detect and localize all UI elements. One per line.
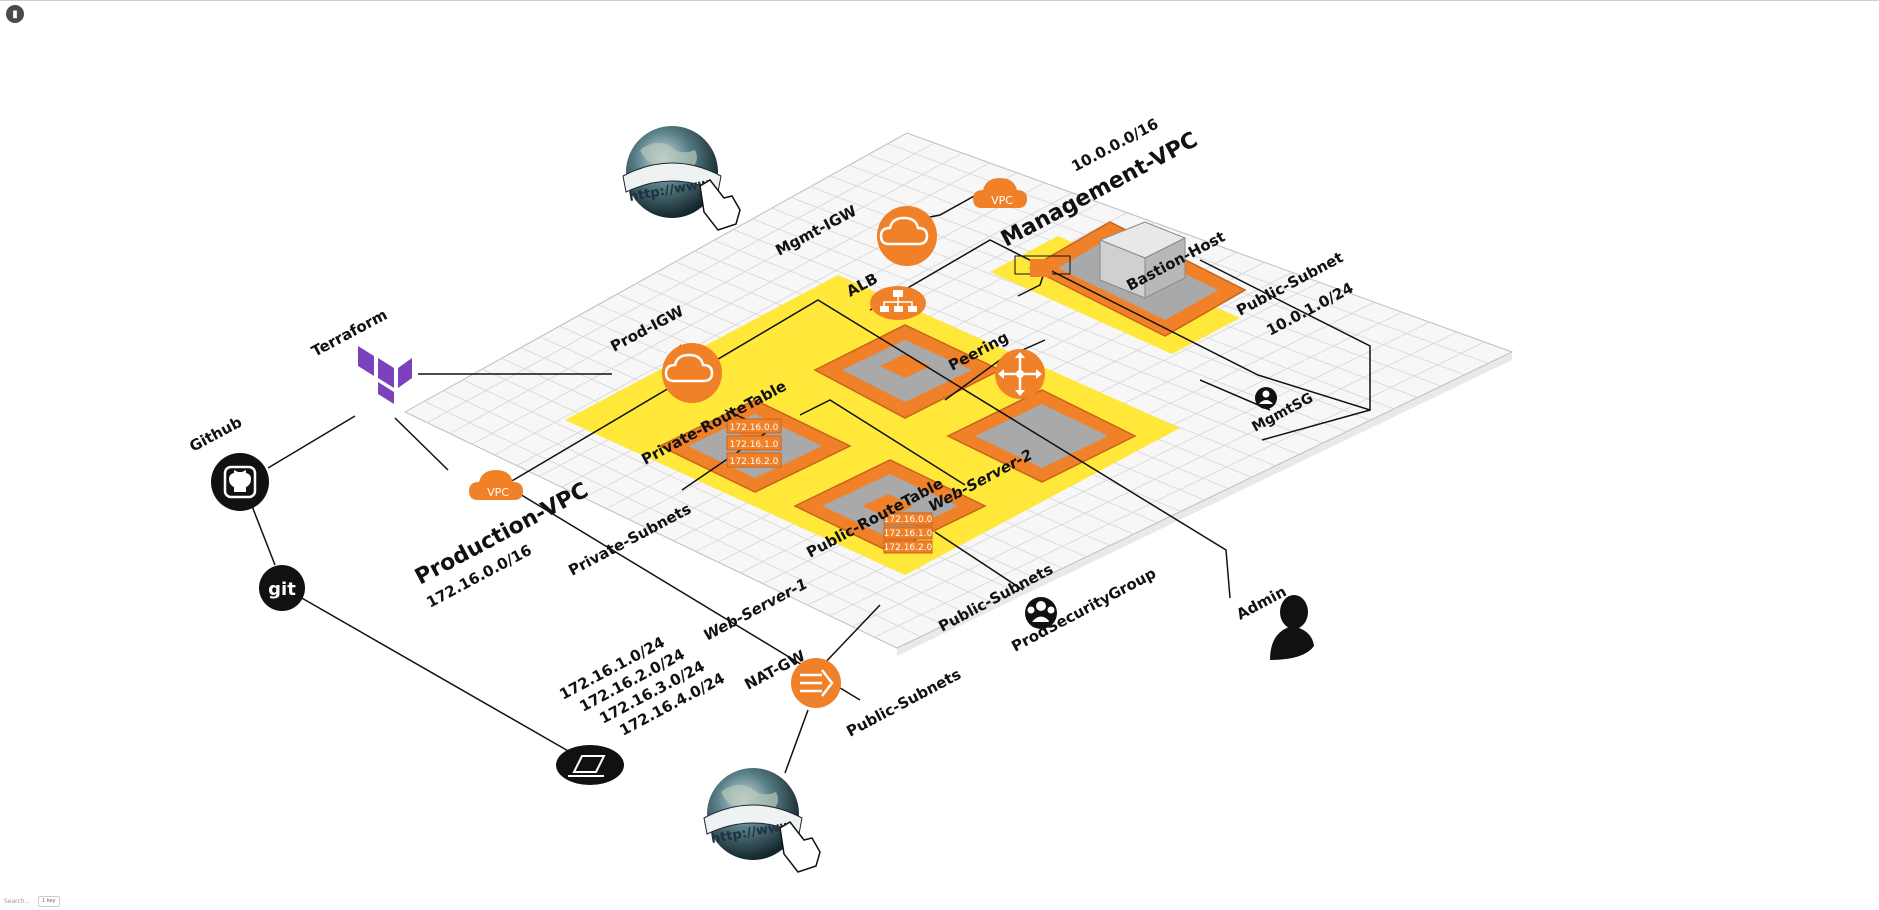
vpc-badge-label: VPC	[487, 486, 509, 499]
laptop-icon[interactable]	[556, 745, 624, 785]
label-web-server-1: Web-Server-1	[700, 575, 810, 645]
label-terraform: Terraform	[308, 306, 390, 361]
route-entry: 172.16.2.0	[730, 457, 779, 467]
route-entry: 172.16.0.0	[730, 423, 779, 433]
internet-globe-top-icon[interactable]: http://www	[623, 126, 740, 230]
laptop-circle	[556, 745, 624, 785]
route-entry: 172.16.1.0	[730, 440, 779, 450]
sg-person	[1263, 391, 1270, 398]
sg-firewall-icon	[1030, 259, 1052, 277]
github-to-git	[252, 506, 275, 565]
hand-cursor	[700, 180, 740, 230]
label-github: Github	[186, 413, 245, 456]
globe-to-nat-gw	[785, 710, 808, 773]
terraform-logo-icon[interactable]	[358, 346, 412, 404]
peering-icon[interactable]	[995, 349, 1045, 399]
production-vpc-badge-icon: VPC	[469, 470, 523, 500]
sg-person	[1028, 607, 1035, 614]
mgmt-igw-cloud-icon[interactable]	[877, 206, 937, 266]
terraform-to-github	[268, 416, 355, 468]
sg-circle	[1255, 387, 1277, 409]
git-label: git	[268, 579, 296, 600]
sg-person	[1048, 607, 1055, 614]
git-icon[interactable]: git	[259, 565, 305, 611]
label-public-subnets-2: Public-Subnets	[843, 665, 964, 741]
admin-body	[1270, 626, 1314, 660]
prod-igw-cloud-icon[interactable]	[662, 343, 722, 403]
route-entry: 172.16.2.0	[884, 543, 933, 553]
peering-hub	[1016, 370, 1024, 378]
git-to-laptop	[300, 597, 570, 752]
mgmt-sg-icon	[1255, 387, 1277, 409]
route-entry: 172.16.1.0	[884, 529, 933, 539]
sg-person	[1036, 601, 1046, 611]
tf-block	[398, 358, 412, 388]
github-icon[interactable]	[211, 453, 269, 511]
private-route-table: 172.16.0.0 172.16.1.0 172.16.2.0	[727, 419, 781, 467]
vpc-badge-label: VPC	[991, 194, 1013, 207]
alb-icon[interactable]	[870, 286, 926, 320]
tf-block	[358, 346, 374, 376]
internet-globe-bottom-icon[interactable]: http://www	[704, 768, 820, 872]
